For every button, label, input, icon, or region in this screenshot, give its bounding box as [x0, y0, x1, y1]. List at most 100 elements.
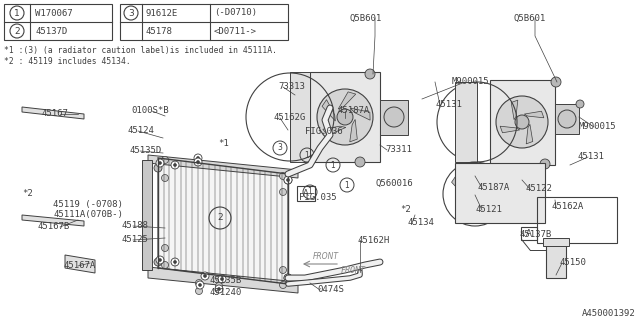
Text: *1 :(3) (a radiator caution label)is included in 45111A.: *1 :(3) (a radiator caution label)is inc… [4, 46, 277, 55]
Polygon shape [290, 72, 310, 162]
Text: A: A [303, 188, 309, 197]
Text: 45167B: 45167B [37, 222, 69, 231]
Text: A450001392: A450001392 [582, 309, 636, 318]
Circle shape [154, 164, 162, 172]
Text: Q5B601: Q5B601 [513, 14, 545, 23]
Polygon shape [338, 92, 356, 109]
Text: 45150: 45150 [560, 258, 587, 267]
Text: 45167A: 45167A [64, 261, 96, 270]
Circle shape [280, 282, 287, 289]
Text: FIG.036: FIG.036 [305, 127, 342, 136]
Circle shape [355, 157, 365, 167]
Text: 91612E: 91612E [146, 9, 179, 18]
Circle shape [280, 172, 287, 180]
Polygon shape [458, 204, 477, 217]
Text: 3: 3 [128, 9, 134, 18]
Text: <D0711->: <D0711-> [214, 27, 257, 36]
Circle shape [194, 154, 202, 162]
Circle shape [156, 256, 164, 264]
Text: 0474S: 0474S [317, 285, 344, 294]
Circle shape [161, 244, 168, 252]
Polygon shape [452, 176, 465, 196]
Text: *2: *2 [400, 205, 411, 214]
Text: 73311: 73311 [385, 145, 412, 154]
Bar [380, 100, 408, 135]
Text: 45162G: 45162G [274, 113, 307, 122]
Bar [537, 197, 617, 243]
Circle shape [287, 276, 289, 279]
Bar [297, 186, 315, 201]
Polygon shape [322, 100, 335, 121]
Bar [555, 104, 579, 134]
Text: FRONT: FRONT [313, 252, 339, 261]
Text: 45137D: 45137D [35, 27, 67, 36]
Circle shape [216, 283, 223, 290]
Circle shape [467, 186, 483, 202]
Text: 45178: 45178 [146, 27, 173, 36]
Text: 45167: 45167 [42, 109, 69, 118]
Circle shape [201, 272, 209, 280]
Text: *2: *2 [22, 189, 33, 198]
Circle shape [317, 89, 373, 145]
Circle shape [194, 158, 202, 166]
Text: 45131: 45131 [435, 100, 462, 109]
Polygon shape [511, 100, 518, 120]
Circle shape [173, 164, 177, 166]
Polygon shape [148, 155, 298, 178]
Circle shape [551, 77, 561, 87]
Text: Q5B601: Q5B601 [350, 14, 382, 23]
Circle shape [154, 258, 162, 266]
Circle shape [576, 100, 584, 108]
Polygon shape [349, 119, 357, 142]
Bar [455, 163, 545, 223]
Circle shape [196, 156, 200, 159]
Circle shape [171, 161, 179, 169]
Polygon shape [148, 267, 298, 293]
Polygon shape [323, 126, 346, 135]
Circle shape [287, 179, 289, 181]
Text: 45188: 45188 [121, 221, 148, 230]
Text: 45121: 45121 [476, 205, 503, 214]
Circle shape [280, 267, 287, 274]
Circle shape [156, 159, 164, 167]
Circle shape [198, 284, 202, 286]
Bar [310, 72, 380, 162]
Text: 2: 2 [14, 27, 20, 36]
Text: 45135B: 45135B [209, 276, 241, 285]
Polygon shape [500, 126, 520, 133]
Bar [546, 243, 566, 278]
Text: 45187A: 45187A [338, 106, 371, 115]
Text: 45134: 45134 [408, 218, 435, 227]
Circle shape [384, 107, 404, 127]
Circle shape [161, 261, 168, 268]
Bar [120, 4, 288, 40]
Circle shape [196, 161, 200, 164]
Circle shape [337, 109, 353, 125]
Circle shape [215, 285, 223, 293]
Circle shape [196, 281, 204, 289]
Text: 45122: 45122 [525, 184, 552, 193]
Circle shape [284, 274, 292, 282]
Circle shape [159, 259, 161, 261]
Text: Q560016: Q560016 [376, 179, 413, 188]
Text: M900015: M900015 [579, 122, 616, 131]
Text: 3: 3 [278, 143, 282, 153]
Polygon shape [485, 191, 499, 212]
Circle shape [173, 260, 177, 263]
Text: 1: 1 [305, 150, 309, 159]
Circle shape [195, 287, 202, 294]
Text: FRONT: FRONT [341, 266, 366, 275]
Circle shape [159, 162, 161, 164]
Bar [490, 80, 555, 165]
Text: 2: 2 [217, 213, 223, 222]
Bar [543, 238, 569, 246]
Text: A: A [526, 228, 532, 237]
Circle shape [496, 96, 548, 148]
Text: 1: 1 [331, 161, 335, 170]
Circle shape [218, 275, 226, 283]
Circle shape [280, 188, 287, 196]
Circle shape [540, 159, 550, 169]
Circle shape [195, 279, 202, 286]
Circle shape [161, 174, 168, 181]
Text: 45137B: 45137B [519, 230, 551, 239]
